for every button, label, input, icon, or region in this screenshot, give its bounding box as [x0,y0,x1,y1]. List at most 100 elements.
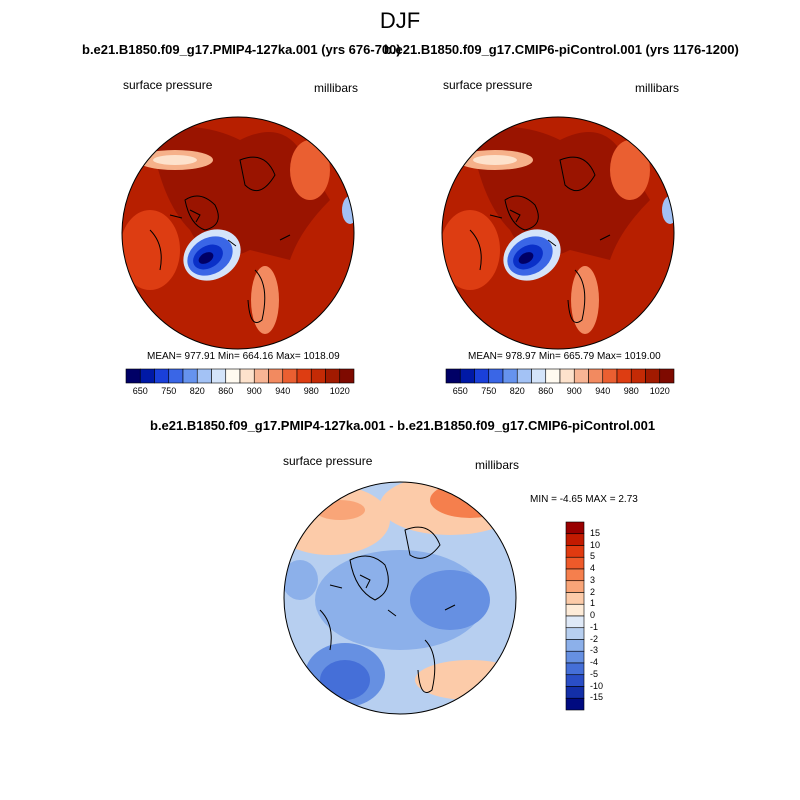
right-panel-stats: MEAN= 978.97 Min= 665.79 Max= 1019.00 [468,351,661,362]
colorbar-swatch [565,674,585,687]
colorbar-tick-label: 820 [509,386,525,396]
colorbar-swatch [225,368,241,384]
difference-variable-label: surface pressure [283,454,373,468]
colorbar-tick-label: 980 [623,386,639,396]
left-map-edge-low [342,196,354,224]
difference-colorbar [565,521,585,711]
left-map-canada-band [122,210,180,290]
colorbar-tick-label: 0 [590,610,596,620]
left-map-pacific-band [290,140,330,200]
left-panel-stats: MEAN= 977.91 Min= 664.16 Max= 1018.09 [147,351,340,362]
colorbar-swatch [445,368,461,384]
colorbar-swatch [488,368,504,384]
colorbar-tick-label: 5 [590,551,596,562]
left-panel-title: b.e21.B1850.f09_g17.PMIP4-127ka.001 (yrs… [82,42,401,57]
colorbar-swatch [565,533,585,546]
left-polar-map [122,117,354,349]
diff-cool-atlantic-core [320,660,370,700]
colorbar-tick-label: 980 [303,386,319,396]
colorbar-swatch [474,368,490,384]
colorbar-swatch [282,368,298,384]
colorbar-swatch [630,368,646,384]
colorbar-swatch [565,556,585,570]
right-map-pacific-band [610,140,650,200]
colorbar-tick-label: -2 [590,633,599,644]
right-polar-map [442,117,674,349]
colorbar-tick-label: 940 [595,386,611,396]
colorbar-swatch [616,368,632,384]
diff-warm-south [415,660,516,700]
right-map-ridge-b [473,155,517,165]
right-panel-title: b.e21.B1850.f09_g17.CMIP6-piControl.001 … [384,42,739,57]
right-greenland-min [518,252,534,264]
colorbar-swatch [125,368,141,384]
colorbar-tick-label: 900 [566,386,582,396]
diff-coastlines [319,526,441,693]
diff-warm-north-core [430,482,510,518]
figure-title: DJF [379,8,421,33]
colorbar-swatch [565,650,585,664]
colorbar-tick-label: 10 [590,539,601,550]
colorbar-swatch [565,627,585,640]
colorbar-swatch [196,368,212,384]
colorbar-swatch [659,368,675,384]
colorbar-tick-label: -3 [590,645,599,656]
colorbar-swatch [211,368,227,384]
colorbar-swatch [565,615,585,629]
difference-stats: MIN = -4.65 MAX = 2.73 [530,494,638,505]
right-map-outline [441,116,675,350]
right-map-edge-low [662,196,674,224]
colorbar-swatch [516,368,532,384]
colorbar-swatch [339,368,355,384]
right-map-canada-band [442,210,500,290]
left-coastlines [149,156,276,323]
difference-units-label: millibars [475,458,520,472]
colorbar-tick-label: 650 [452,386,468,396]
colorbar-tick-label: 4 [590,563,596,573]
right-coastlines-detail [489,209,611,247]
left-greenland-min [198,252,214,264]
colorbar-swatch [239,368,255,384]
right-panel-variable-label: surface pressure [443,78,533,92]
left-coastlines-detail [169,209,291,247]
colorbar-swatch [565,592,585,605]
diff-cool-west [284,560,318,600]
colorbar-swatch [565,580,585,593]
diff-coastlines-detail [329,574,456,617]
colorbar-swatch [296,368,312,384]
colorbar-tick-label: -5 [590,668,599,679]
colorbar-swatch [182,368,198,384]
colorbar-swatch [531,368,547,384]
colorbar-tick-label: 1020 [649,386,670,396]
colorbar-tick-label: -10 [590,680,604,691]
colorbar-tick-label: 3 [590,574,596,585]
colorbar-tick-label: 1020 [329,386,350,396]
diff-warm-west [284,485,390,555]
colorbar-swatch [573,368,589,384]
colorbar-tick-label: -15 [590,692,604,703]
colorbar-tick-label: 750 [161,386,177,396]
left-map-outline [121,116,355,350]
colorbar-swatch [645,368,661,384]
colorbar-tick-label: 860 [218,386,234,396]
colorbar-swatch [168,368,184,384]
right-colorbar [445,368,675,384]
colorbar-tick-label: 15 [590,527,601,538]
difference-polar-map [284,482,516,714]
colorbar-swatch [565,603,585,617]
right-coastlines [469,156,596,323]
colorbar-swatch [139,368,155,384]
colorbar-tick-label: 940 [275,386,291,396]
colorbar-swatch [565,697,585,711]
diff-warm-west-core [315,500,365,520]
left-panel-variable-label: surface pressure [123,78,213,92]
colorbar-swatch [565,639,585,652]
left-map-ridge-b [153,155,197,165]
colorbar-swatch [253,368,269,384]
difference-panel-title: b.e21.B1850.f09_g17.PMIP4-127ka.001 - b.… [150,418,656,433]
left-panel-units-label: millibars [314,81,359,95]
colorbar-swatch [325,368,341,384]
colorbar-swatch [154,368,170,384]
colorbar-swatch [559,368,575,384]
